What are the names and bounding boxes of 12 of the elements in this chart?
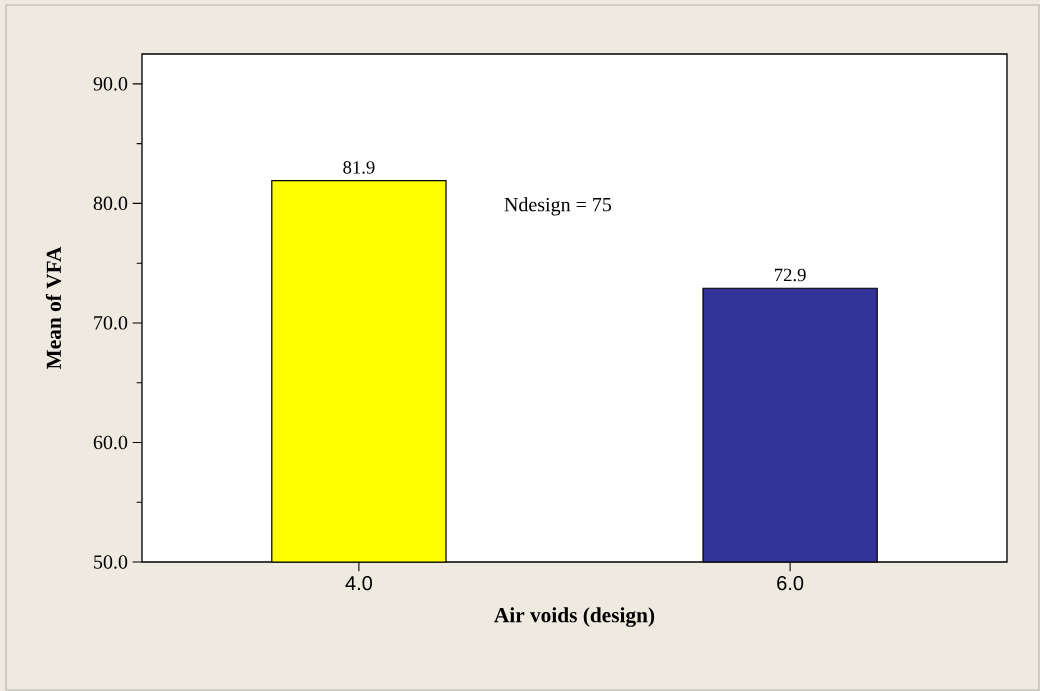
data-label: 72.9 — [775, 268, 806, 282]
x-tick-label: 6.0 — [777, 576, 804, 591]
x-axis-title: Air voids (design) — [494, 607, 655, 627]
y-tick-label: 90.0 — [93, 77, 128, 91]
y-tick-label: 80.0 — [93, 196, 128, 211]
y-tick-label: 60.0 — [93, 435, 128, 450]
x-tick-label: 4.0 — [345, 576, 373, 591]
annotation: Ndesign = 75 — [504, 197, 612, 216]
y-axis-title: Mean of VFA — [45, 246, 62, 370]
y-tick-label: 50.0 — [94, 555, 128, 569]
data-label: 81.9 — [343, 161, 375, 174]
y-tick-label: 70.0 — [94, 316, 128, 330]
